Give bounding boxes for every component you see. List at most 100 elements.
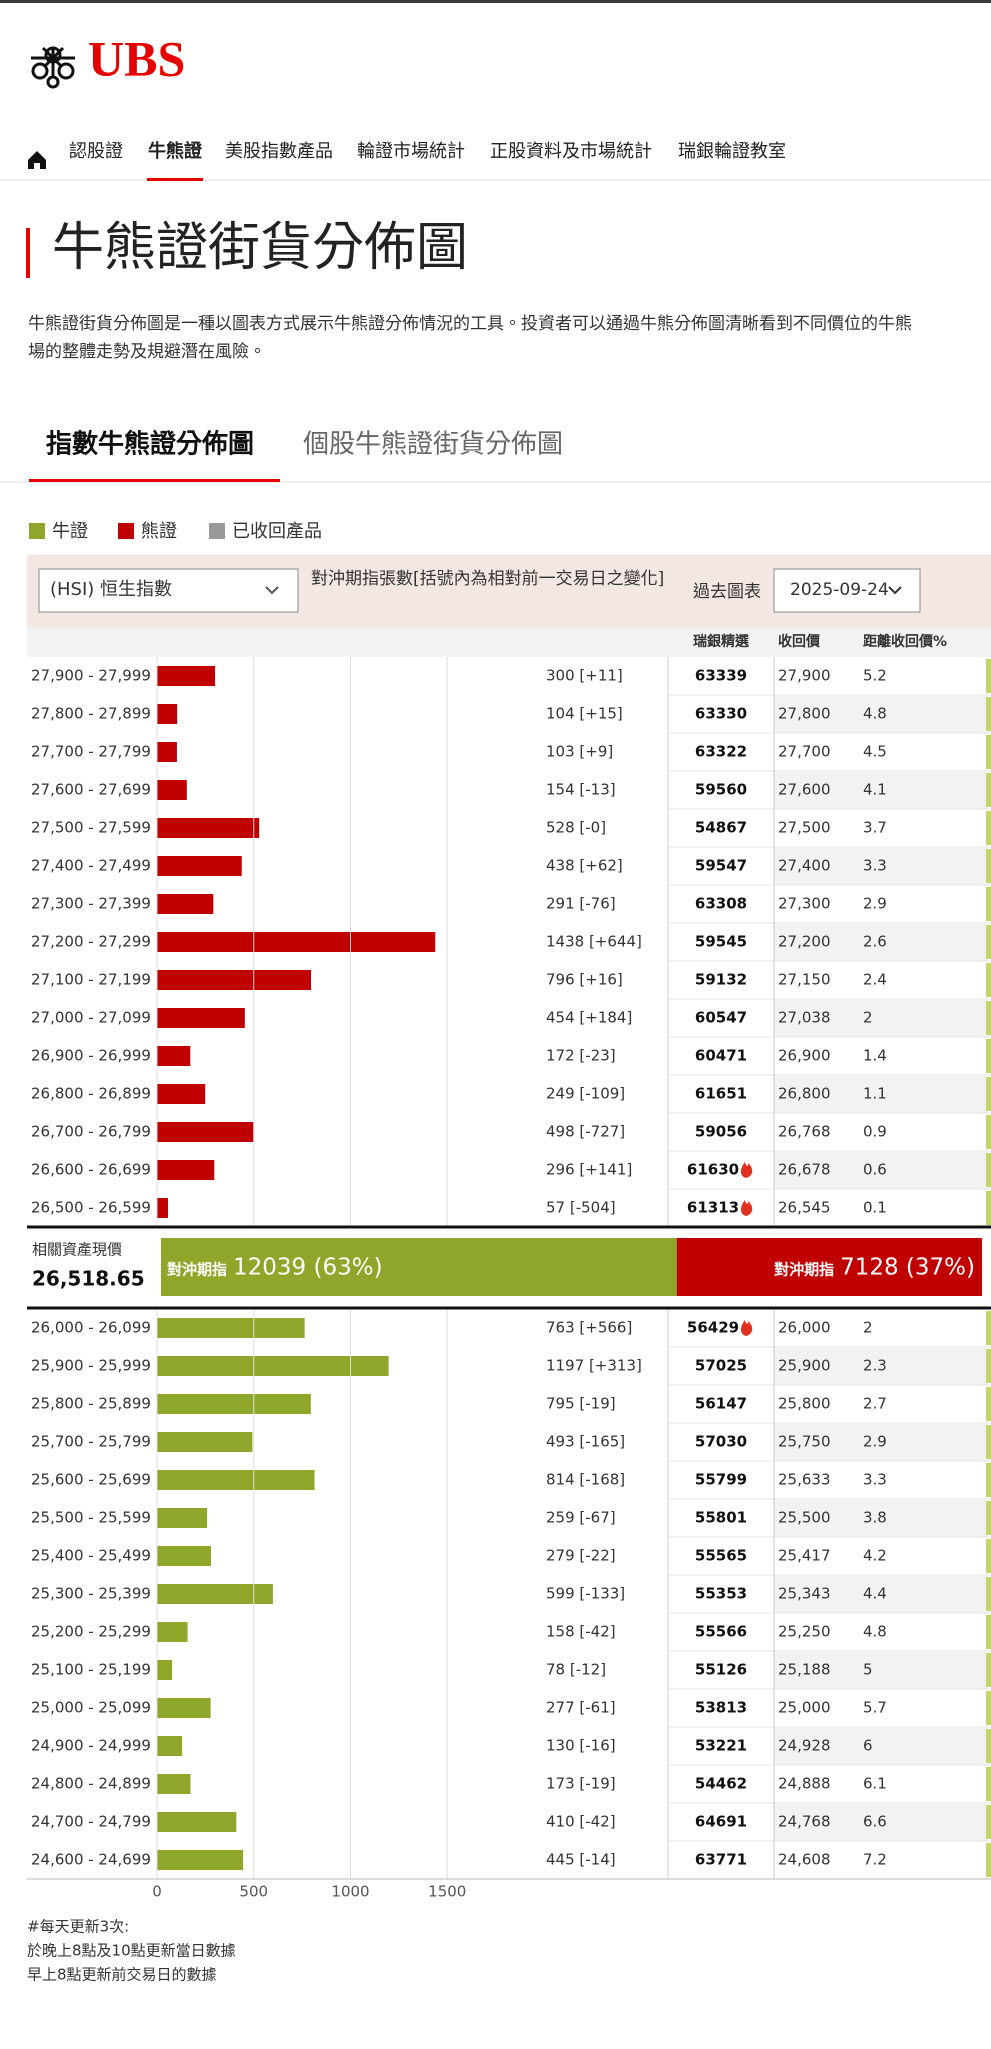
row-edge [986,1463,991,1497]
distance: 1.4 [863,1047,887,1065]
value-label: 300 [+11] [546,667,623,685]
tab-active[interactable]: 指數牛熊證分佈圖 [46,429,254,460]
fire-icon [741,1320,753,1336]
row-shade [774,1347,987,1385]
bar [157,856,242,876]
bar [157,818,260,838]
logo-emblem [31,46,75,89]
range-label: 24,600 - 24,699 [31,1851,151,1869]
code[interactable]: 55801 [695,1509,747,1527]
code[interactable]: 59547 [695,857,747,875]
value-label: 498 [-727] [546,1123,625,1141]
row-edge [986,1387,991,1421]
row-edge [986,849,991,883]
range-label: 27,200 - 27,299 [31,933,151,951]
date-select-text: 2025-09-24 [790,580,889,600]
range-label: 25,100 - 25,199 [31,1661,151,1679]
code[interactable]: 63330 [695,705,747,723]
tab[interactable]: 個股牛熊證街貨分佈圖 [303,430,563,460]
row-edge [986,1153,991,1187]
range-label: 24,800 - 24,899 [31,1775,151,1793]
code[interactable]: 55565 [695,1547,747,1565]
row-edge [986,1767,991,1801]
chevron [265,586,279,595]
code[interactable]: 56429 [687,1319,739,1337]
code[interactable]: 55799 [695,1471,747,1489]
column-header: 瑞銀精選 [693,633,750,650]
range-label: 26,800 - 26,899 [31,1085,151,1103]
row-shade [774,771,987,809]
code[interactable]: 56147 [695,1395,747,1413]
code[interactable]: 59056 [695,1123,747,1141]
code[interactable]: 55566 [695,1623,747,1641]
bar [157,1356,389,1376]
bar [157,1084,206,1104]
title-accent [26,228,30,278]
nav-item[interactable]: 認股證 [69,141,123,162]
summary-price: 26,518.65 [32,1267,145,1291]
row-edge [986,735,991,769]
call-price: 26,000 [778,1319,831,1337]
index-select-text: (HSI) 恒生指數 [50,579,172,600]
code[interactable]: 63308 [695,895,747,913]
bar [157,1318,305,1338]
table-rows: 27,900 - 27,999 300 [+11] 63339 27,900 5.227… [31,657,991,1880]
row-edge [986,1539,991,1573]
bar [157,1774,191,1794]
code[interactable]: 60547 [695,1009,747,1027]
call-price: 25,188 [778,1661,831,1679]
distance: 0.9 [863,1123,887,1141]
nav-item[interactable]: 輪證市場統計 [357,141,465,162]
row-shade [774,695,987,733]
code[interactable]: 54462 [695,1775,747,1793]
summary-bear-value: 7128 (37%) [840,1255,975,1281]
code[interactable]: 63771 [695,1851,747,1869]
legend-label: 牛證 [52,521,88,542]
summary-bull-label: 對沖期指 [167,1261,227,1279]
code[interactable]: 53813 [695,1699,747,1717]
nav-item[interactable]: 瑞銀輪證教室 [678,141,786,162]
code[interactable]: 61651 [695,1085,747,1103]
code[interactable]: 53221 [695,1737,747,1755]
row-edge [986,1425,991,1459]
code[interactable]: 59560 [695,781,747,799]
x-tick-label: 1500 [428,1883,466,1901]
summary-bear-bar [676,1238,982,1296]
row-edge [986,811,991,845]
distance: 4.4 [863,1585,887,1603]
code[interactable]: 63322 [695,743,747,761]
nav-item[interactable]: 牛熊證 [148,140,203,162]
call-price: 26,678 [778,1161,831,1179]
code[interactable]: 54867 [695,819,747,837]
logo-text[interactable]: UBS [88,30,185,86]
code[interactable]: 61313 [687,1199,739,1217]
home-icon[interactable] [28,151,46,169]
call-price: 27,700 [778,743,831,761]
code[interactable]: 57025 [695,1357,747,1375]
call-price: 24,608 [778,1851,831,1869]
code[interactable]: 60471 [695,1047,747,1065]
code[interactable]: 55126 [695,1661,747,1679]
code[interactable]: 59132 [695,971,747,989]
nav-item[interactable]: 美股指數產品 [225,141,333,162]
value-label: 493 [-165] [546,1433,625,1451]
range-label: 24,900 - 24,999 [31,1737,151,1755]
code[interactable]: 57030 [695,1433,747,1451]
legend-swatch [118,523,134,539]
summary-label: 相關資產現價 [32,1241,122,1259]
call-price: 25,250 [778,1623,831,1641]
row-edge [986,1615,991,1649]
code[interactable]: 55353 [695,1585,747,1603]
code[interactable]: 64691 [695,1813,747,1831]
value-label: 296 [+141] [546,1161,632,1179]
nav-item[interactable]: 正股資料及市場統計 [490,141,652,162]
index-select[interactable] [38,568,299,613]
date-select[interactable] [773,568,921,613]
code[interactable]: 63339 [695,667,747,685]
code[interactable]: 61630 [687,1161,739,1179]
bar [157,1850,244,1870]
bar [157,1736,183,1756]
legend-swatch [209,523,225,539]
code[interactable]: 59545 [695,933,747,951]
row-edge [986,1729,991,1763]
